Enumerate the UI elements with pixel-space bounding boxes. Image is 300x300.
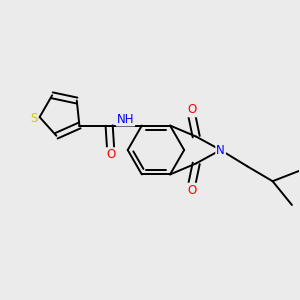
Text: NH: NH xyxy=(117,112,134,125)
Text: O: O xyxy=(106,148,115,161)
Text: O: O xyxy=(187,103,196,116)
Text: O: O xyxy=(187,184,196,196)
Text: N: N xyxy=(216,143,225,157)
Text: S: S xyxy=(30,112,37,125)
